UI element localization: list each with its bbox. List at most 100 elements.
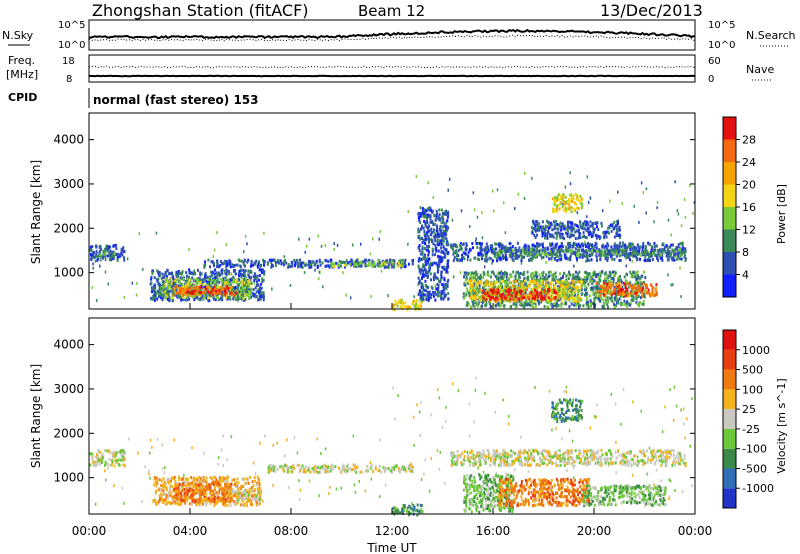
scatter-cell xyxy=(667,218,670,222)
heatmap-cell xyxy=(500,302,503,306)
heatmap-cell xyxy=(452,259,455,263)
heatmap-cell xyxy=(258,290,261,294)
heatmap-cell xyxy=(181,287,184,291)
heatmap-cell xyxy=(511,254,514,258)
heatmap-cell xyxy=(522,279,525,283)
heatmap-cell xyxy=(203,277,206,281)
heatmap-cell xyxy=(434,243,437,247)
heatmap-cell xyxy=(595,236,598,240)
heatmap-cell xyxy=(158,285,161,289)
heatmap-cell xyxy=(524,279,526,283)
heatmap-cell xyxy=(599,274,602,278)
scatter-cell xyxy=(609,199,611,203)
heatmap-cell xyxy=(441,232,444,236)
heatmap-cell xyxy=(563,271,566,275)
heatmap-cell xyxy=(242,261,245,265)
heatmap-cell xyxy=(437,255,440,258)
heatmap-cell xyxy=(618,278,621,282)
heatmap-cell xyxy=(617,219,619,223)
heatmap-cell xyxy=(461,259,463,263)
heatmap-cell xyxy=(185,293,188,297)
heatmap-cell xyxy=(180,287,182,291)
heatmap-cell xyxy=(297,265,300,269)
heatmap-cell xyxy=(233,289,236,293)
heatmap-cell xyxy=(526,270,529,274)
heatmap-cell xyxy=(656,249,659,253)
heatmap-cell xyxy=(533,281,536,285)
heatmap-cell xyxy=(477,257,479,261)
heatmap-cell xyxy=(488,256,491,260)
heatmap-cell xyxy=(487,273,490,277)
heatmap-cell xyxy=(420,290,423,294)
heatmap-cell xyxy=(440,208,443,212)
heatmap-cell xyxy=(337,262,340,266)
heatmap-cell xyxy=(406,308,409,312)
heatmap-cell xyxy=(585,288,587,291)
heatmap-cell xyxy=(624,254,627,258)
heatmap-cell xyxy=(631,253,634,257)
scatter-cell xyxy=(345,293,347,297)
heatmap-cell xyxy=(555,288,558,292)
heatmap-cell xyxy=(121,253,124,257)
heatmap-cell xyxy=(471,284,474,288)
heatmap-cell xyxy=(676,257,679,261)
heatmap-cell xyxy=(461,247,463,251)
heatmap-cell xyxy=(550,298,552,302)
heatmap-cell xyxy=(89,248,92,252)
heatmap-cell xyxy=(298,263,301,267)
heatmap-cell xyxy=(219,264,222,268)
heatmap-cell xyxy=(166,269,169,273)
heatmap-cell xyxy=(493,252,496,255)
heatmap-cell xyxy=(114,243,117,247)
heatmap-cell xyxy=(574,281,577,284)
heatmap-cell xyxy=(229,297,232,301)
heatmap-cell xyxy=(436,224,439,228)
heatmap-cell xyxy=(531,302,534,306)
heatmap-cell xyxy=(578,252,581,256)
heatmap-cell xyxy=(665,244,668,247)
heatmap-cell xyxy=(474,256,477,260)
heatmap-cell xyxy=(440,239,443,243)
heatmap-cell xyxy=(442,239,445,243)
scatter-cell xyxy=(474,239,477,243)
heatmap-cell xyxy=(215,291,217,295)
heatmap-cell xyxy=(491,294,494,297)
heatmap-cell xyxy=(91,245,94,249)
heatmap-cell xyxy=(249,270,251,274)
scatter-cell xyxy=(520,261,523,265)
heatmap-cell xyxy=(444,253,447,257)
heatmap-cell xyxy=(516,256,519,260)
heatmap-cell xyxy=(684,259,687,263)
heatmap-cell xyxy=(498,253,500,257)
heatmap-cell xyxy=(420,227,422,231)
heatmap-cell xyxy=(603,231,606,234)
heatmap-cell xyxy=(507,286,510,290)
heatmap-cell xyxy=(482,271,485,275)
heatmap-cell xyxy=(558,257,561,261)
heatmap-cell xyxy=(418,269,421,273)
heatmap-cell xyxy=(457,254,460,258)
heatmap-cell xyxy=(223,282,225,286)
heatmap-cell xyxy=(582,250,585,254)
heatmap-cell xyxy=(576,195,579,199)
heatmap-cell xyxy=(418,249,421,253)
heatmap-cell xyxy=(478,280,481,283)
heatmap-cell xyxy=(247,269,250,273)
heatmap-cell xyxy=(497,276,500,280)
heatmap-cell xyxy=(558,296,561,300)
heatmap-cell xyxy=(525,299,528,303)
heatmap-cell xyxy=(442,220,444,224)
heatmap-cell xyxy=(252,275,255,278)
heatmap-cell xyxy=(536,233,538,237)
heatmap-cell xyxy=(440,273,443,277)
scatter-cell xyxy=(387,294,389,298)
scatter-cell xyxy=(606,235,608,239)
heatmap-cell xyxy=(220,269,223,273)
scatter-cell xyxy=(491,261,493,265)
heatmap-cell xyxy=(238,293,241,297)
heatmap-cell xyxy=(479,295,482,299)
heatmap-cell xyxy=(157,277,160,281)
heatmap-cell xyxy=(193,286,196,290)
heatmap-cell xyxy=(595,246,598,250)
heatmap-cell xyxy=(582,278,585,282)
